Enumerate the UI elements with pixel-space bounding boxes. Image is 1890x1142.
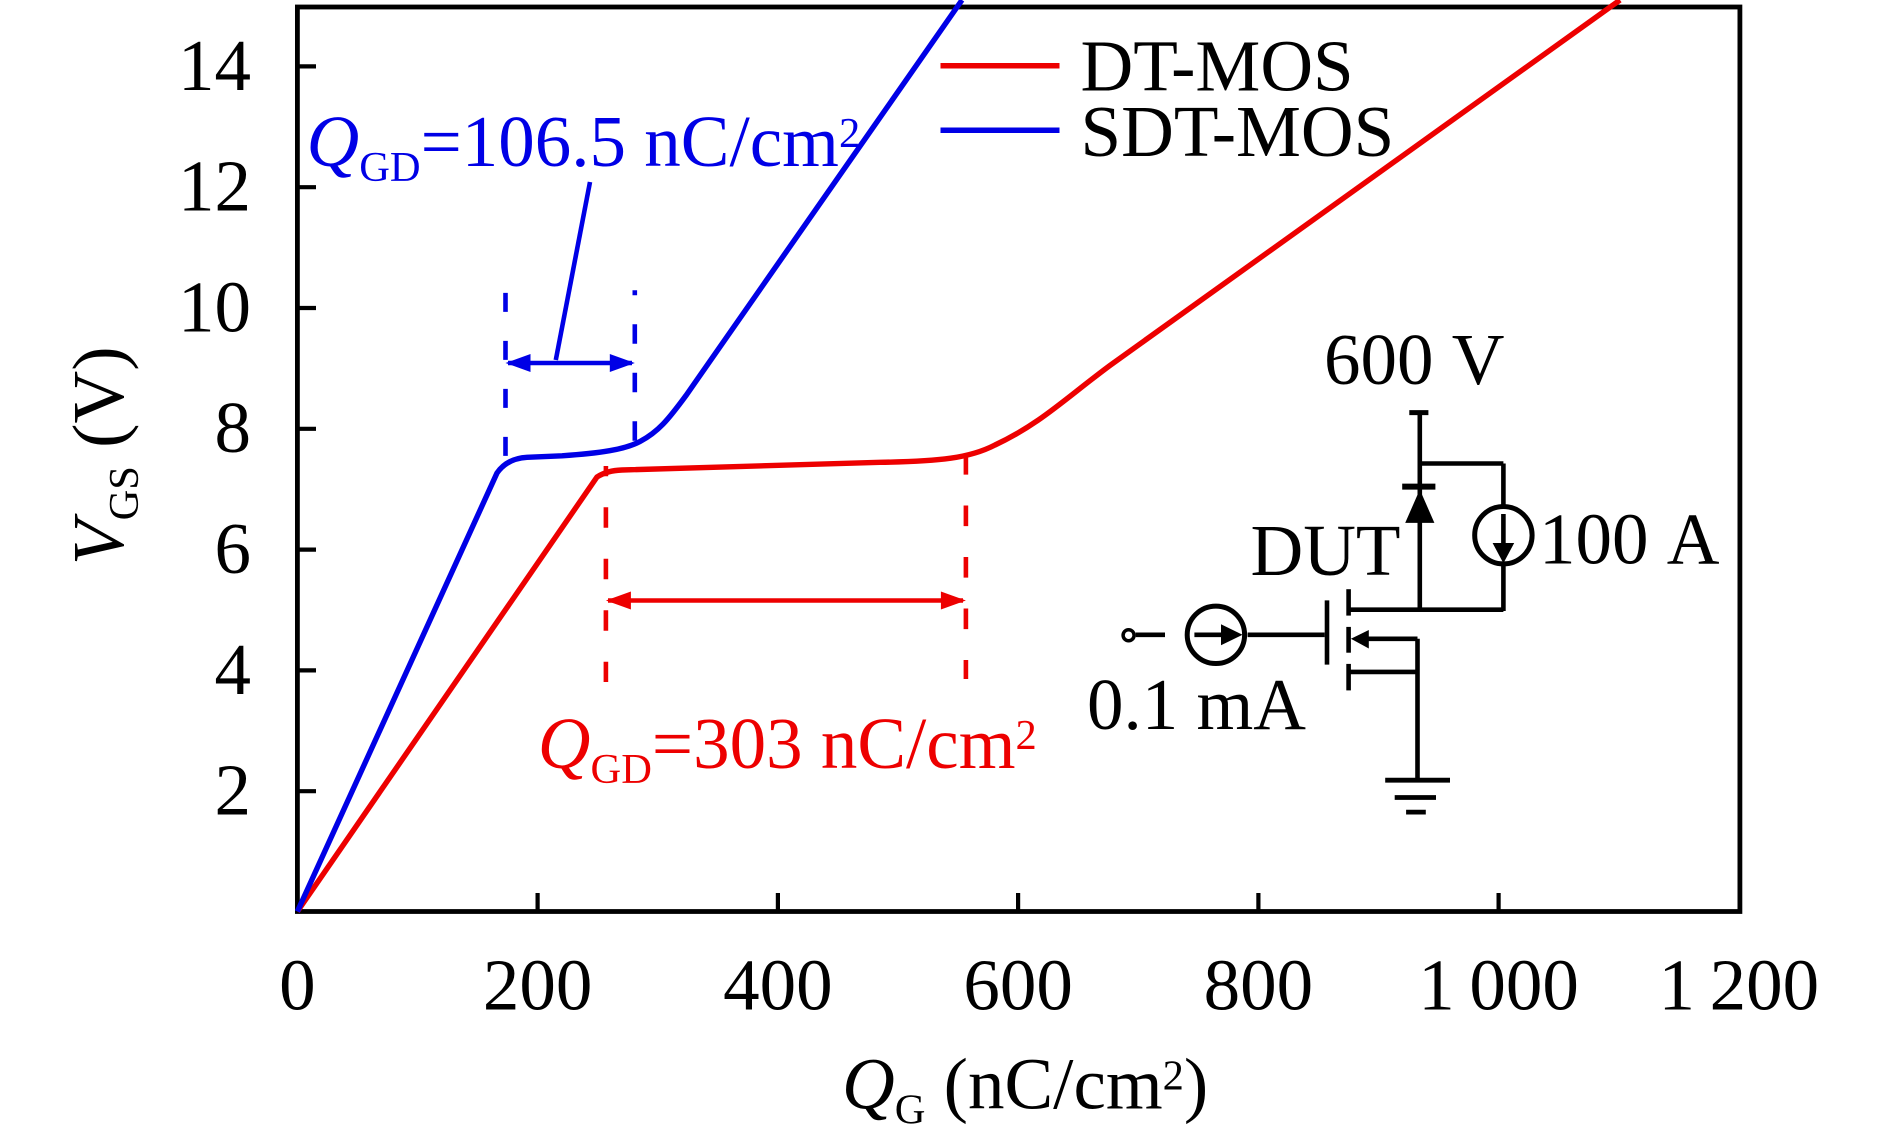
svg-text:600 V: 600 V bbox=[1324, 319, 1504, 400]
svg-text:QGD=106.5 nC/cm2: QGD=106.5 nC/cm2 bbox=[307, 101, 861, 191]
svg-text:4: 4 bbox=[215, 629, 252, 710]
svg-text:SDT-MOS: SDT-MOS bbox=[1081, 91, 1395, 172]
svg-text:1 200: 1 200 bbox=[1658, 945, 1819, 1026]
svg-text:VGS (V): VGS (V) bbox=[58, 346, 148, 565]
svg-text:DUT: DUT bbox=[1251, 510, 1401, 591]
svg-text:QGD=303 nC/cm2: QGD=303 nC/cm2 bbox=[538, 703, 1037, 793]
svg-text:8: 8 bbox=[215, 387, 252, 468]
svg-text:DT-MOS: DT-MOS bbox=[1081, 26, 1354, 107]
svg-text:600: 600 bbox=[963, 945, 1073, 1026]
svg-text:14: 14 bbox=[178, 25, 251, 106]
svg-text:1 000: 1 000 bbox=[1418, 945, 1579, 1026]
svg-text:200: 200 bbox=[483, 945, 593, 1026]
svg-text:2: 2 bbox=[215, 750, 252, 831]
svg-text:QG (nC/cm2): QG (nC/cm2) bbox=[842, 1044, 1208, 1134]
svg-text:100 A: 100 A bbox=[1539, 499, 1720, 580]
svg-text:400: 400 bbox=[723, 945, 833, 1026]
svg-text:800: 800 bbox=[1204, 945, 1314, 1026]
svg-text:10: 10 bbox=[178, 266, 251, 347]
svg-text:12: 12 bbox=[178, 146, 251, 227]
svg-text:6: 6 bbox=[215, 508, 252, 589]
svg-text:0: 0 bbox=[279, 945, 316, 1026]
svg-text:0.1 mA: 0.1 mA bbox=[1087, 664, 1306, 745]
